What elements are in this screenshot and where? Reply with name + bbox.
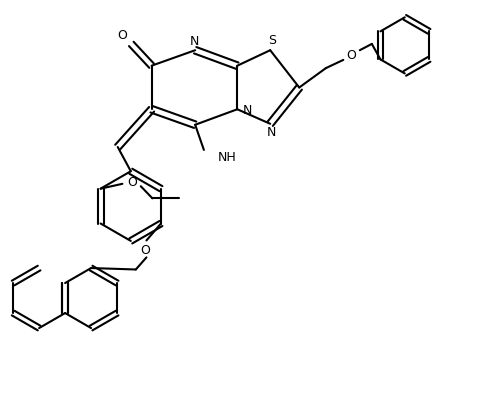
Text: N: N — [267, 126, 276, 139]
Text: O: O — [346, 48, 357, 62]
Text: NH: NH — [217, 151, 236, 164]
Text: S: S — [269, 34, 277, 47]
Text: O: O — [127, 176, 137, 189]
Text: O: O — [141, 244, 151, 256]
Text: N: N — [243, 104, 252, 117]
Text: N: N — [189, 35, 199, 48]
Text: O: O — [118, 29, 127, 42]
